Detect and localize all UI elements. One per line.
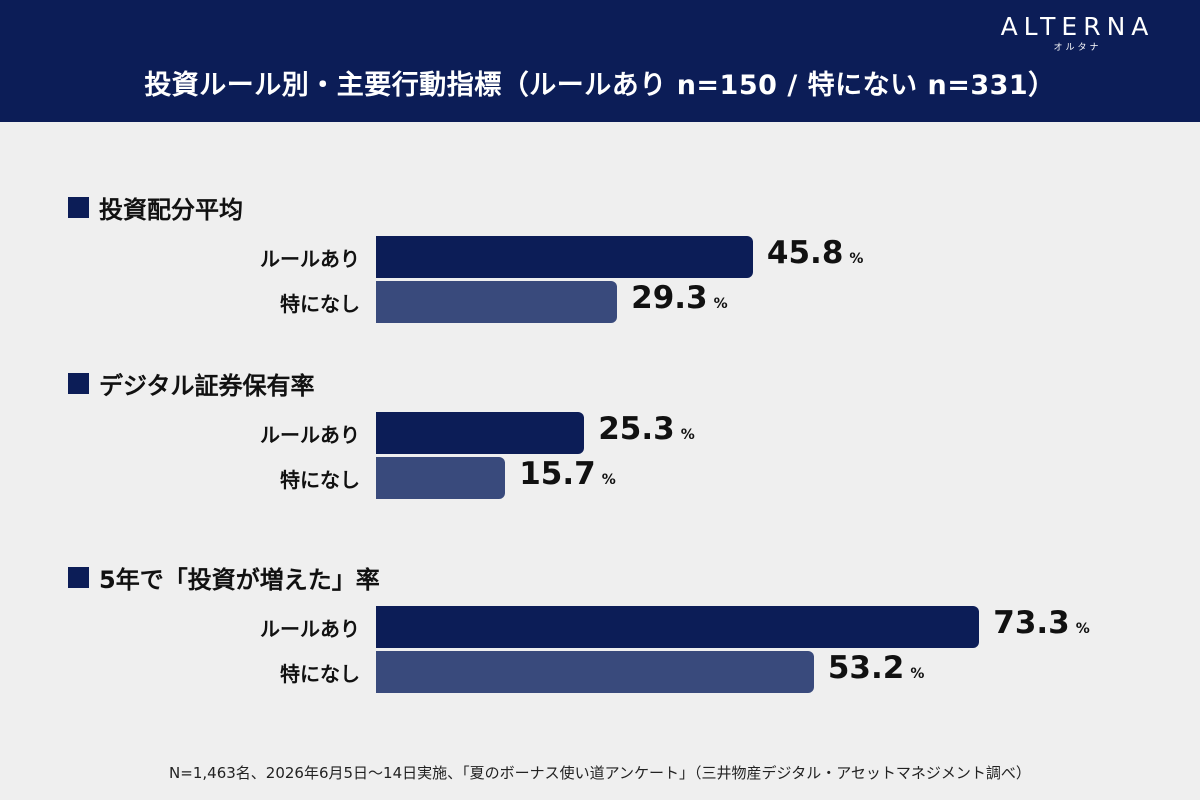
heading-square-icon: [68, 373, 89, 394]
bar-value-label: 25.3%: [598, 411, 695, 447]
bar-value-unit: %: [1075, 621, 1090, 637]
bar-2-1: [376, 412, 585, 454]
bar-1-2: [376, 281, 618, 323]
bar-value-unit: %: [849, 251, 864, 267]
bar-3-2: [376, 651, 814, 693]
bar-value-label: 45.8%: [767, 235, 864, 271]
section-heading-2: デジタル証券保有率: [68, 366, 315, 401]
bar-value-label: 15.7%: [519, 456, 616, 492]
bar-value-label: 29.3%: [631, 280, 728, 316]
bar-value-unit: %: [713, 296, 728, 312]
section-heading-text: デジタル証券保有率: [99, 372, 315, 400]
bar-value-unit: %: [680, 427, 695, 443]
header-banner: ALTERNA オルタナ 投資ルール別・主要行動指標（ルールあり n=150 /…: [0, 0, 1200, 122]
bar-value-label: 73.3%: [993, 605, 1090, 641]
brand-name: ALTERNA: [1000, 12, 1155, 41]
bar-value-number: 45.8: [766, 235, 844, 271]
bar-value-number: 15.7: [519, 456, 596, 492]
source-footnote: N=1,463名、2026年6月5日〜14日実施、「夏のボーナス使い道アンケート…: [169, 764, 1031, 782]
bar-value-number: 53.2: [827, 650, 905, 686]
bar-label: 特になし: [280, 292, 360, 316]
bar-2-2: [376, 457, 506, 499]
section-heading-text: 5年で「投資が増えた」率: [99, 566, 380, 594]
bar-value-unit: %: [910, 666, 925, 682]
bar-1-1: [376, 236, 753, 278]
brand-logo: ALTERNA オルタナ: [975, 12, 1180, 54]
chart-title: 投資ルール別・主要行動指標（ルールあり n=150 / 特にない n=331）: [144, 70, 1056, 101]
bar-label: ルールあり: [260, 617, 360, 641]
heading-square-icon: [68, 197, 89, 218]
heading-square-icon: [68, 567, 89, 588]
bar-label: 特になし: [280, 662, 360, 686]
bar-label: 特になし: [280, 468, 360, 492]
bar-label: ルールあり: [260, 423, 360, 447]
bar-3-1: [376, 606, 980, 648]
bar-label: ルールあり: [260, 247, 360, 271]
bar-value-number: 29.3: [631, 280, 708, 316]
bar-value-number: 73.3: [993, 605, 1070, 641]
section-heading-3: 5年で「投資が増えた」率: [68, 560, 380, 595]
bar-value-unit: %: [601, 472, 616, 488]
brand-kana: オルタナ: [1053, 43, 1102, 53]
bar-value-label: 53.2%: [828, 650, 925, 686]
section-heading-text: 投資配分平均: [99, 196, 243, 224]
bar-value-number: 25.3: [598, 411, 675, 447]
section-heading-1: 投資配分平均: [68, 190, 243, 225]
